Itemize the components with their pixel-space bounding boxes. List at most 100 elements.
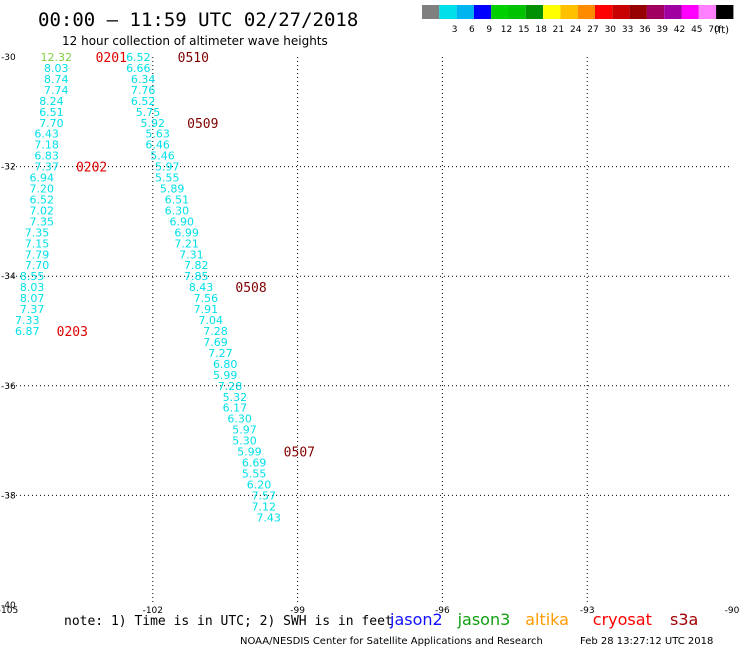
time-label: 0507 bbox=[284, 446, 315, 461]
wave-height-point: 6.66 bbox=[126, 62, 151, 75]
x-tick-label: -102 bbox=[143, 606, 163, 616]
y-tick-label: -40 bbox=[1, 601, 16, 611]
wave-height-point: 6.43 bbox=[34, 128, 59, 141]
wave-height-point: 7.37 bbox=[20, 303, 45, 316]
wave-height-point: 8.55 bbox=[20, 270, 45, 283]
scale-swatch bbox=[612, 5, 630, 19]
chart-title: 00:00 – 11:59 UTC 02/27/2018 bbox=[38, 9, 358, 31]
scale-swatch bbox=[508, 5, 526, 19]
x-tick-label: -105 bbox=[0, 606, 18, 616]
scale-label: 9 bbox=[486, 25, 492, 35]
wave-height-point: 6.51 bbox=[165, 193, 190, 206]
wave-height-point: 7.37 bbox=[34, 161, 59, 174]
wave-height-point: 7.33 bbox=[15, 314, 40, 327]
wave-height-point: 6.94 bbox=[30, 172, 55, 185]
wave-height-point: 6.90 bbox=[170, 215, 195, 228]
time-label: 0202 bbox=[76, 161, 107, 176]
wave-height-point: 5.92 bbox=[141, 117, 166, 130]
scale-swatch bbox=[456, 5, 474, 19]
y-tick-label: -30 bbox=[1, 53, 16, 63]
scale-swatch bbox=[595, 5, 613, 19]
scale-label: 39 bbox=[656, 25, 668, 35]
wave-height-point: 5.97 bbox=[155, 161, 180, 174]
footer-credit: NOAA/NESDIS Center for Satellite Applica… bbox=[240, 636, 543, 647]
wave-height-point: 7.02 bbox=[30, 204, 55, 217]
wave-height-point: 5.97 bbox=[232, 424, 257, 437]
scale-swatch bbox=[525, 5, 544, 19]
x-tick-label: -99 bbox=[290, 606, 305, 616]
scale-swatch bbox=[543, 5, 561, 19]
y-tick-label: -34 bbox=[1, 272, 16, 282]
wave-height-point: 6.99 bbox=[174, 226, 199, 239]
wave-height-point: 5.99 bbox=[213, 369, 238, 382]
wave-height-point: 6.87 bbox=[15, 325, 40, 338]
wave-height-point: 7.35 bbox=[30, 215, 55, 228]
wave-height-point: 7.57 bbox=[252, 489, 277, 502]
wave-height-point: 5.63 bbox=[145, 128, 170, 141]
scale-label: 15 bbox=[518, 25, 529, 35]
wave-height-point: 8.07 bbox=[20, 292, 45, 305]
wave-height-point: 6.30 bbox=[227, 413, 252, 426]
wave-height-point: 7.74 bbox=[44, 84, 69, 97]
wave-height-point: 8.03 bbox=[44, 62, 69, 75]
axes: -105 -102 -99 -96 -93 -90 -30 -32 -34 -36 -38 -40 bbox=[0, 53, 740, 616]
scale-label: 3 bbox=[452, 25, 458, 35]
scale-swatch bbox=[473, 5, 492, 19]
wave-height-point: 5.32 bbox=[223, 391, 248, 404]
satellite-legend-item: jason3 bbox=[457, 610, 511, 629]
wave-height-point: 7.69 bbox=[203, 336, 228, 349]
satellite-legend-item: s3a bbox=[670, 610, 698, 629]
scale-swatch bbox=[491, 5, 509, 19]
wave-height-point: 6.52 bbox=[131, 95, 156, 108]
scale-label: 12 bbox=[501, 25, 512, 35]
wave-height-point: 7.28 bbox=[218, 380, 243, 393]
scale-label: 27 bbox=[587, 25, 598, 35]
scale-label: 70 bbox=[708, 25, 720, 35]
scale-label: 18 bbox=[535, 25, 547, 35]
x-tick-label: -90 bbox=[725, 606, 740, 616]
wave-height-point: 7.43 bbox=[256, 511, 281, 524]
wave-height-point: 7.79 bbox=[25, 248, 50, 261]
scale-swatch bbox=[716, 5, 734, 19]
grid bbox=[8, 57, 732, 605]
wave-height-point: 8.74 bbox=[44, 73, 69, 86]
wave-height-point: 6.51 bbox=[39, 106, 64, 119]
wave-height-point: 7.70 bbox=[25, 259, 50, 272]
wave-height-point: 7.12 bbox=[252, 500, 277, 513]
wave-height-point: 6.52 bbox=[30, 193, 55, 206]
y-tick-label: -32 bbox=[1, 163, 16, 173]
wave-height-point: 8.03 bbox=[20, 281, 45, 294]
wave-height-point: 6.46 bbox=[145, 139, 170, 152]
wave-height-point: 7.82 bbox=[184, 259, 209, 272]
wave-height-point: 6.80 bbox=[213, 358, 238, 371]
wave-height-point: 7.35 bbox=[25, 226, 50, 239]
satellite-legend-item: jason2 bbox=[389, 610, 443, 629]
wave-height-point: 7.20 bbox=[30, 183, 55, 196]
scale-swatch bbox=[681, 5, 699, 19]
y-tick-label: -36 bbox=[1, 382, 16, 392]
data-points: 12.328.038.747.748.246.517.706.437.186.8… bbox=[15, 51, 281, 524]
scale-label: 36 bbox=[639, 25, 651, 35]
wave-height-point: 7.85 bbox=[184, 270, 209, 283]
satellite-legend: jason2 jason3 altika cryosat s3a bbox=[389, 610, 698, 629]
wave-height-point: 7.70 bbox=[39, 117, 64, 130]
wave-height-point: 8.24 bbox=[39, 95, 64, 108]
wave-height-point: 7.21 bbox=[174, 237, 199, 250]
scale-unit-label: (ft) bbox=[714, 25, 729, 36]
wave-height-point: 7.18 bbox=[34, 139, 59, 152]
wave-height-point: 7.28 bbox=[203, 325, 228, 338]
scale-label: 6 bbox=[469, 25, 475, 35]
scale-swatch bbox=[422, 5, 440, 19]
wave-height-point: 7.56 bbox=[194, 292, 219, 305]
scale-label: 45 bbox=[691, 25, 702, 35]
wave-height-point: 7.27 bbox=[208, 347, 233, 360]
footer-timestamp: Feb 28 13:27:12 UTC 2018 bbox=[580, 636, 713, 647]
color-scale: 3 6 9 12 15 18 21 24 27 30 33 36 39 42 45 70 bbox=[422, 5, 734, 35]
wave-height-point: 7.31 bbox=[179, 248, 204, 261]
wave-height-point: 6.17 bbox=[223, 402, 248, 415]
wave-height-point: 5.89 bbox=[160, 183, 185, 196]
scale-swatch bbox=[629, 5, 647, 19]
wave-height-point: 12.32 bbox=[41, 51, 73, 64]
scale-label: 21 bbox=[553, 25, 564, 35]
